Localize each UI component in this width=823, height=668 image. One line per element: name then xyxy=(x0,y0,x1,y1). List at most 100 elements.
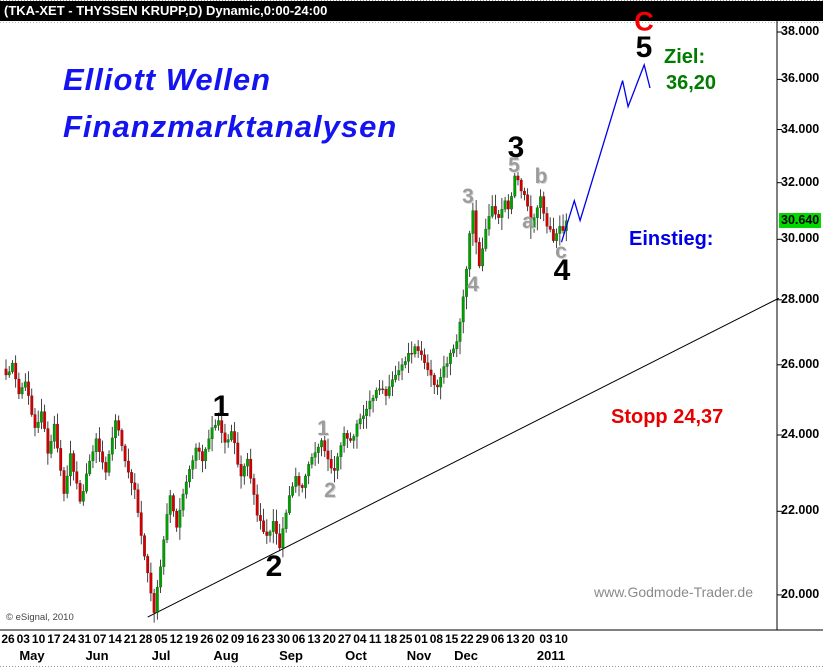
x-axis-date-label: 22 xyxy=(460,632,474,646)
x-axis-date-label: 21 xyxy=(123,632,138,646)
x-axis-date-label: 11 xyxy=(368,632,382,646)
candle xyxy=(226,439,230,443)
candle xyxy=(281,528,285,549)
branding-line1: Elliott Wellen xyxy=(63,62,272,97)
x-axis-date-label: 08 xyxy=(429,632,444,646)
candle xyxy=(320,440,324,448)
wave-label-1-minor: 1 xyxy=(317,417,329,440)
candle xyxy=(81,491,85,502)
candle xyxy=(403,361,407,365)
x-axis-month-label: Aug xyxy=(213,648,239,663)
candle xyxy=(268,531,272,536)
candle xyxy=(49,441,53,454)
candle xyxy=(323,440,327,452)
candle xyxy=(497,214,501,218)
candle xyxy=(187,469,191,483)
candle xyxy=(88,460,92,475)
candle xyxy=(75,471,79,484)
candle xyxy=(110,437,114,455)
candle xyxy=(429,369,433,376)
wave-label-5-minor: 5 xyxy=(508,154,520,177)
candle xyxy=(448,352,452,364)
candle xyxy=(262,520,266,533)
candle xyxy=(490,206,494,217)
candle xyxy=(168,495,172,515)
candle xyxy=(342,433,346,446)
candle xyxy=(394,374,398,380)
x-axis-date-label: 27 xyxy=(337,632,352,646)
candle xyxy=(23,381,27,388)
candle xyxy=(465,268,469,297)
candle xyxy=(17,378,21,395)
candle xyxy=(297,476,301,486)
wave-label-3-minor: 3 xyxy=(462,185,474,208)
candle xyxy=(30,395,34,415)
x-axis-date-label: 13 xyxy=(307,632,321,646)
candle xyxy=(233,431,237,444)
candle xyxy=(419,350,423,355)
candle xyxy=(204,448,208,462)
candle xyxy=(113,420,117,439)
candle xyxy=(223,432,227,443)
trendline-layer xyxy=(147,297,780,618)
wave-label-c-major-red: C xyxy=(634,6,654,37)
candle xyxy=(345,433,349,439)
candle xyxy=(561,226,565,231)
candle xyxy=(101,451,105,463)
branding-line2: Finanzmarktanalysen xyxy=(63,109,398,144)
x-axis-date-label: 10 xyxy=(554,632,568,646)
candle xyxy=(371,397,375,402)
candle xyxy=(27,381,31,396)
candle xyxy=(436,384,440,388)
candle xyxy=(78,483,82,502)
chart-title: (TKA-XET - THYSSEN KRUPP,D) Dynamic,0:00… xyxy=(4,3,328,18)
x-axis-date-label: 31 xyxy=(77,632,92,646)
candle xyxy=(542,196,546,214)
candle xyxy=(310,457,314,465)
x-axis-date-label: 14 xyxy=(108,632,122,646)
candle xyxy=(381,388,385,391)
candle xyxy=(46,428,50,454)
candle xyxy=(458,321,462,342)
wave-label-1-major: 1 xyxy=(212,390,230,423)
candle xyxy=(20,387,24,395)
candle xyxy=(258,515,262,521)
candle xyxy=(400,364,404,371)
stop-annotation: Stopp 24,37 xyxy=(611,406,724,428)
candle xyxy=(397,370,401,376)
candle xyxy=(59,448,63,471)
candle xyxy=(162,539,166,567)
candle xyxy=(378,388,382,391)
target-annotation: Ziel: 36,20 xyxy=(664,44,716,96)
candle xyxy=(291,486,295,496)
candle xyxy=(252,478,256,495)
candle xyxy=(36,422,40,428)
candle xyxy=(126,460,130,473)
x-axis-date-label: 12 xyxy=(169,632,183,646)
candle xyxy=(229,431,233,440)
candle xyxy=(33,414,37,428)
candle xyxy=(365,408,369,417)
candle xyxy=(384,389,388,396)
x-axis-date-label: 06 xyxy=(490,632,505,646)
candle xyxy=(487,216,491,230)
candle xyxy=(555,233,559,242)
candle xyxy=(200,451,204,462)
candle xyxy=(442,366,446,378)
x-axis-date-label: 26 xyxy=(200,632,214,646)
candle xyxy=(558,226,562,234)
candles-layer xyxy=(4,166,568,623)
candle xyxy=(416,346,420,352)
title-bar: (TKA-XET - THYSSEN KRUPP,D) Dynamic,0:00… xyxy=(0,1,823,21)
candle xyxy=(455,341,459,350)
candle xyxy=(152,593,156,613)
candle xyxy=(471,210,475,234)
wave-label-b-minor: b xyxy=(534,165,548,188)
candle xyxy=(352,436,356,441)
candle xyxy=(374,390,378,399)
x-axis-month-label: 2011 xyxy=(536,648,566,663)
candle xyxy=(265,531,269,536)
candle xyxy=(123,445,127,462)
candle xyxy=(84,473,88,492)
